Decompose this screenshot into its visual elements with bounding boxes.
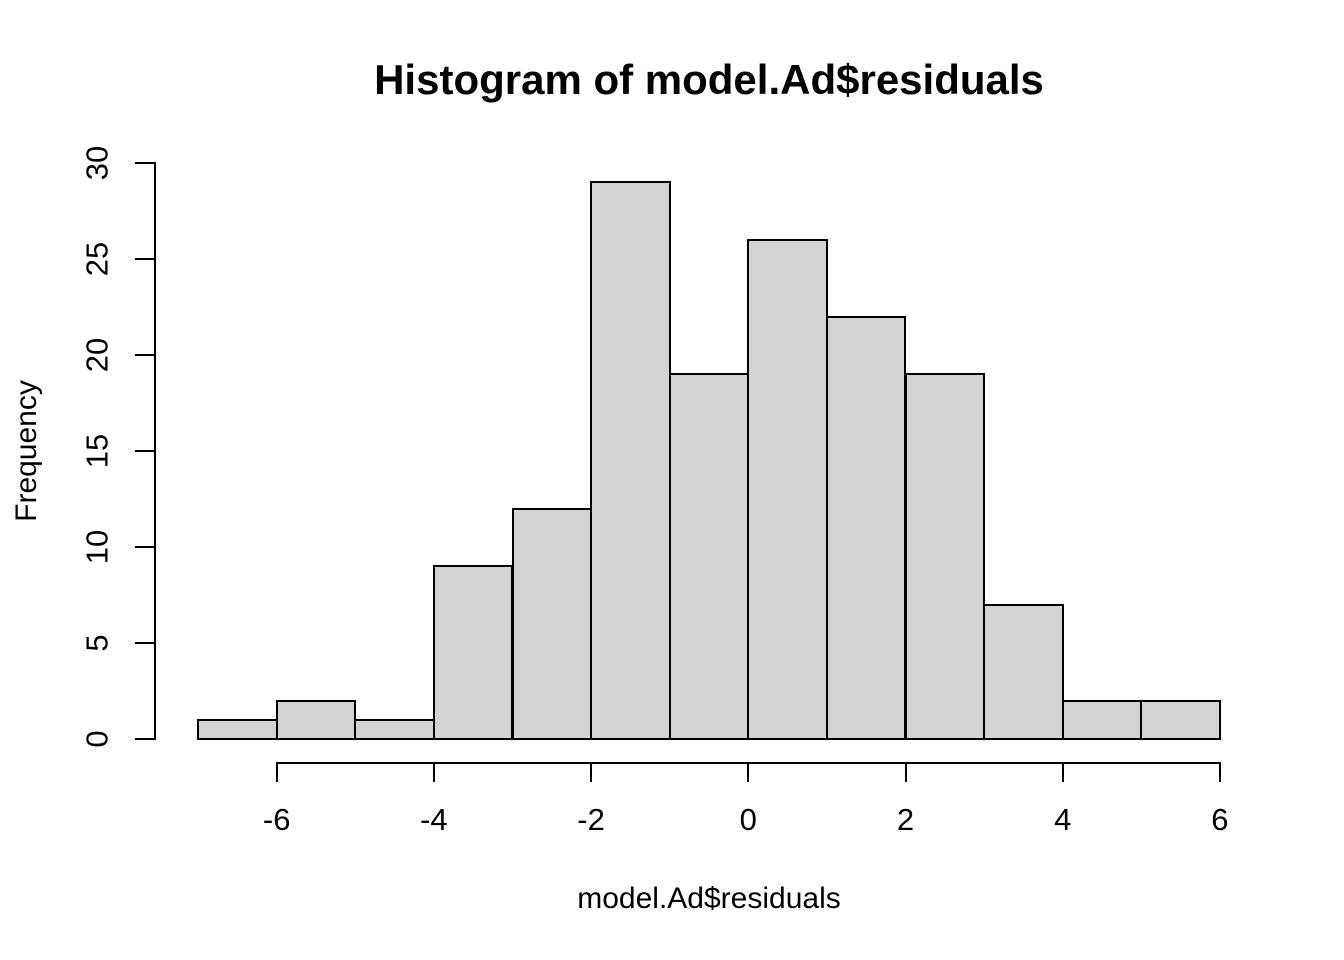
- y-axis-tick: [135, 450, 154, 452]
- x-tick-label: 0: [739, 802, 757, 837]
- x-axis-tick: [275, 763, 278, 782]
- x-axis-tick: [1218, 763, 1221, 782]
- y-axis-label: Frequency: [10, 380, 43, 522]
- x-axis-label: model.Ad$residuals: [577, 882, 841, 915]
- y-axis-tick: [135, 738, 154, 740]
- y-tick-label: 5: [79, 634, 115, 652]
- histogram-bar: [825, 315, 907, 740]
- y-axis-tick: [135, 162, 154, 164]
- y-axis-line: [154, 162, 156, 740]
- y-tick-label: 0: [79, 730, 115, 748]
- histogram-bar: [668, 373, 750, 740]
- y-tick-label: 15: [79, 433, 115, 469]
- x-axis-tick: [747, 763, 750, 782]
- x-axis-tick: [432, 763, 435, 782]
- histogram-bar: [432, 565, 514, 740]
- histogram-bar: [747, 238, 828, 740]
- x-axis-tick: [904, 763, 907, 782]
- y-axis-tick: [135, 258, 154, 260]
- histogram-bar: [1061, 699, 1143, 740]
- x-tick-label: 2: [896, 802, 915, 837]
- histogram-bar: [590, 181, 671, 740]
- x-tick-label: 4: [1054, 802, 1072, 837]
- x-tick-label: -6: [262, 802, 291, 837]
- y-tick-label: 20: [79, 337, 115, 373]
- y-axis-tick: [135, 642, 154, 644]
- y-axis-tick: [135, 546, 154, 548]
- x-axis-tick: [1061, 763, 1064, 782]
- histogram-bar: [983, 603, 1064, 740]
- y-tick-label: 25: [79, 241, 115, 277]
- histogram-bar: [354, 718, 435, 740]
- y-tick-label: 10: [79, 529, 115, 565]
- x-tick-label: 6: [1211, 802, 1229, 837]
- histogram-bar: [197, 718, 278, 740]
- x-tick-label: -4: [420, 802, 448, 837]
- chart-title: Histogram of model.Ad$residuals: [374, 56, 1044, 103]
- x-axis-tick: [590, 763, 593, 782]
- y-tick-label: 30: [79, 145, 115, 181]
- histogram-bar: [275, 699, 357, 740]
- histogram-bar: [1140, 699, 1221, 740]
- histogram-bar: [904, 373, 986, 740]
- x-tick-label: -2: [577, 802, 605, 837]
- histogram-bar: [511, 507, 593, 740]
- y-axis-tick: [135, 354, 154, 356]
